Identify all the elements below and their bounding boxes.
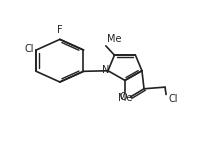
Text: Me: Me xyxy=(107,34,121,44)
Text: Cl: Cl xyxy=(25,44,34,54)
Text: N: N xyxy=(102,65,109,75)
Text: Me: Me xyxy=(118,93,132,103)
Text: O: O xyxy=(120,92,127,102)
Text: F: F xyxy=(57,25,63,35)
Text: Cl: Cl xyxy=(168,94,178,104)
